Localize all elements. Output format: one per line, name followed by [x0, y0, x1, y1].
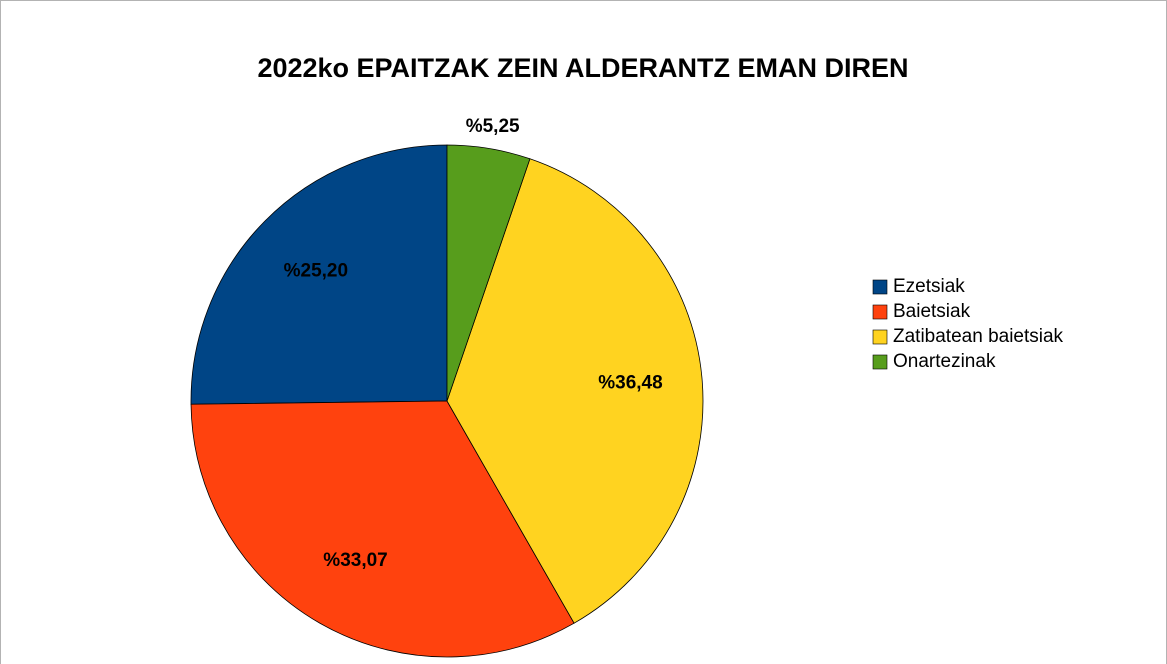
chart-title: 2022ko EPAITZAK ZEIN ALDERANTZ EMAN DIRE… [257, 53, 908, 83]
legend-label: Ezetsiak [893, 276, 965, 297]
data-label: %36,48 [598, 373, 662, 394]
legend-swatch [872, 354, 888, 370]
pie-slice [190, 144, 448, 405]
legend-label: Baietsiak [893, 301, 971, 322]
data-label: %5,25 [466, 116, 520, 137]
legend-swatch [872, 304, 888, 320]
pie-slice [446, 144, 531, 402]
legend-label: Zatibatean baietsiak [893, 326, 1064, 347]
legend-label: Onartezinak [893, 351, 996, 372]
pie-slice [190, 400, 575, 658]
data-label: %25,20 [284, 261, 348, 282]
legend-swatch [872, 329, 888, 345]
data-label: %33,07 [323, 550, 387, 571]
legend-swatch [872, 279, 888, 295]
pie-slice [446, 158, 704, 624]
